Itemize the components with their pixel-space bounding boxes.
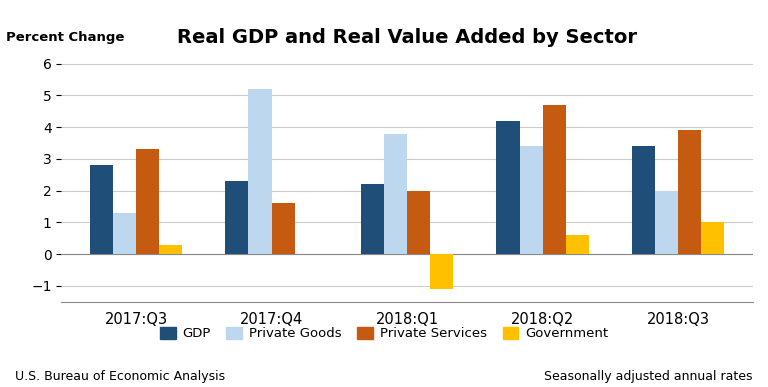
Title: Real GDP and Real Value Added by Sector: Real GDP and Real Value Added by Sector bbox=[177, 28, 637, 47]
Bar bbox=[632, 146, 655, 254]
Bar bbox=[496, 121, 519, 254]
Text: Percent Change: Percent Change bbox=[6, 31, 124, 44]
Bar bbox=[226, 181, 249, 254]
Bar bbox=[430, 254, 453, 289]
Bar bbox=[136, 149, 159, 254]
Bar bbox=[249, 89, 272, 254]
Bar bbox=[542, 105, 565, 254]
Legend: GDP, Private Goods, Private Services, Government: GDP, Private Goods, Private Services, Go… bbox=[154, 322, 614, 346]
Bar bbox=[272, 204, 295, 254]
Bar bbox=[407, 191, 430, 254]
Bar bbox=[655, 191, 678, 254]
Text: U.S. Bureau of Economic Analysis: U.S. Bureau of Economic Analysis bbox=[15, 370, 226, 383]
Bar bbox=[678, 130, 701, 254]
Bar bbox=[90, 165, 113, 254]
Text: Seasonally adjusted annual rates: Seasonally adjusted annual rates bbox=[545, 370, 753, 383]
Bar bbox=[361, 184, 384, 254]
Bar bbox=[519, 146, 542, 254]
Bar bbox=[384, 134, 407, 254]
Bar bbox=[159, 245, 182, 254]
Bar bbox=[113, 213, 136, 254]
Bar bbox=[701, 223, 724, 254]
Bar bbox=[565, 235, 588, 254]
